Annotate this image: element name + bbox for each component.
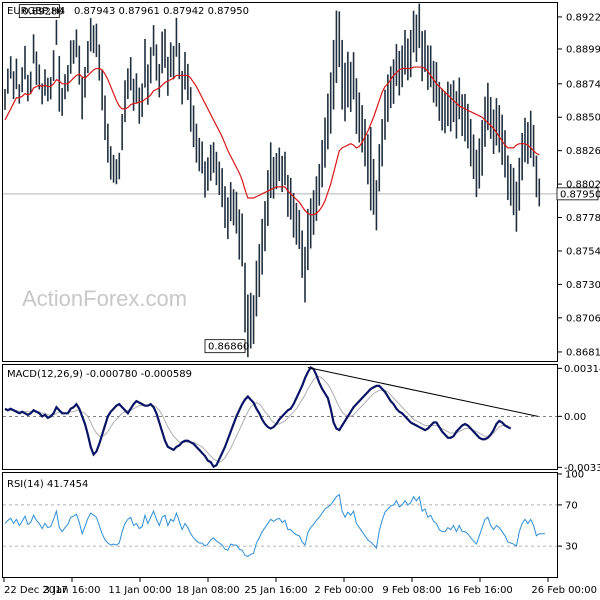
macd-axis-label: 0.003146 [564,364,600,375]
annotation-label: 0.89280 [22,7,63,18]
symbol-label: EURGBP,H4 [7,6,65,17]
macd-axis-label: -0.003342 [564,463,600,474]
chart-header: EURGBP,H4 0.87943 0.87961 0.87942 0.8795… [7,6,249,17]
macd-trendline [307,367,538,417]
rsi-axis-label: 70 [565,500,578,511]
rsi-axis-label: 100 [565,470,584,481]
moving-average-line [4,66,540,216]
x-axis-label: 26 Feb 00:00 [531,585,597,596]
x-axis-label: 11 Jan 00:00 [108,585,171,596]
rsi-title: RSI(14) 41.7454 [7,479,88,490]
rsi-axis-label: 30 [565,542,578,553]
x-axis-label: 18 Jan 08:00 [176,585,239,596]
x-axis-label: 25 Jan 16:00 [244,585,307,596]
rsi-line [4,493,545,557]
watermark: ActionForex.com [22,286,187,311]
annotation-box [204,339,246,354]
x-axis-label: 9 Feb 08:00 [382,585,441,596]
last-price-box [556,187,599,201]
annotation-box [18,4,60,18]
price-panel[interactable] [2,2,558,362]
macd-signal-line [5,376,508,463]
x-axis-label: 2 Feb 00:00 [314,585,373,596]
macd-panel[interactable] [2,364,558,470]
annotation-label: 0.86860 [208,342,249,353]
ohlc-values: 0.87943 0.87961 0.87942 0.87950 [74,6,249,17]
x-axis-label: 16 Feb 16:00 [447,585,513,596]
macd-title: MACD(12,26,9) -0.000780 -0.000589 [7,369,192,380]
x-axis-label: 3 Jan 16:00 [44,585,101,596]
macd-axis-label: 0.00 [564,412,586,423]
last-price-label: 0.87950 [560,189,600,200]
macd-line [4,366,512,469]
price-axis-label: 0.86815 [566,347,600,358]
x-axis-label: 22 Dec 2017 [4,585,68,596]
rsi-panel[interactable] [2,472,558,578]
